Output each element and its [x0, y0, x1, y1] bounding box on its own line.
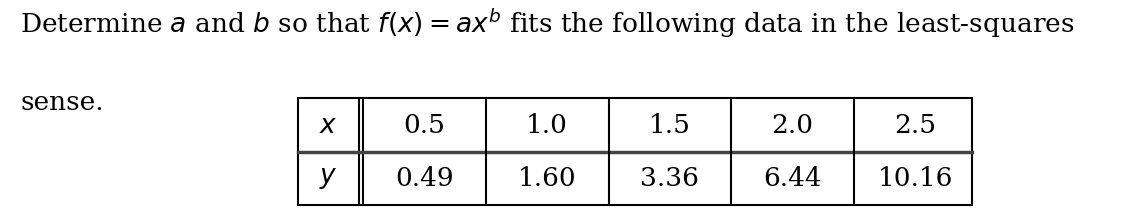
Text: 6.44: 6.44	[763, 166, 822, 191]
Text: 10.16: 10.16	[878, 166, 953, 191]
Text: 1.5: 1.5	[649, 113, 691, 138]
Text: 2.0: 2.0	[772, 113, 814, 138]
Text: 0.49: 0.49	[396, 166, 454, 191]
Bar	[298, 98, 972, 205]
Text: sense.: sense.	[20, 90, 103, 115]
Text: 2.5: 2.5	[895, 113, 936, 138]
Text: 1.0: 1.0	[526, 113, 568, 138]
Text: 3.36: 3.36	[641, 166, 699, 191]
Text: Determine $a$ and $b$ so that $f(x) = ax^b$ fits the following data in the least: Determine $a$ and $b$ so that $f(x) = ax…	[20, 6, 1075, 40]
Text: 1.60: 1.60	[518, 166, 577, 191]
Text: 0.5: 0.5	[404, 113, 445, 138]
Text: $y$: $y$	[319, 166, 337, 191]
Text: $x$: $x$	[319, 113, 337, 138]
